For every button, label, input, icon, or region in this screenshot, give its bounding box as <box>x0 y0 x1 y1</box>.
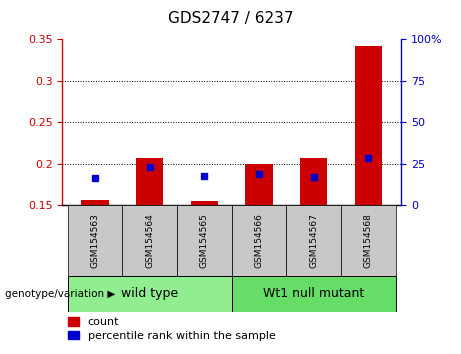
Bar <box>68 276 232 312</box>
Text: GDS2747 / 6237: GDS2747 / 6237 <box>168 11 293 25</box>
Text: GSM154568: GSM154568 <box>364 213 373 268</box>
Text: GSM154566: GSM154566 <box>254 213 264 268</box>
Bar <box>122 205 177 276</box>
Bar <box>300 158 327 205</box>
Bar <box>68 205 122 276</box>
Bar <box>191 201 218 205</box>
Bar <box>81 200 109 205</box>
Legend: count, percentile rank within the sample: count, percentile rank within the sample <box>68 317 276 341</box>
Text: GSM154567: GSM154567 <box>309 213 318 268</box>
Text: GSM154564: GSM154564 <box>145 213 154 268</box>
Bar <box>286 205 341 276</box>
Bar <box>231 276 396 312</box>
Bar <box>245 164 272 205</box>
Text: GSM154563: GSM154563 <box>90 213 100 268</box>
Bar <box>136 158 163 205</box>
Text: Wt1 null mutant: Wt1 null mutant <box>263 287 364 300</box>
Bar <box>355 46 382 205</box>
Text: genotype/variation ▶: genotype/variation ▶ <box>5 289 115 299</box>
Text: GSM154565: GSM154565 <box>200 213 209 268</box>
Text: wild type: wild type <box>121 287 178 300</box>
Bar <box>231 205 286 276</box>
Bar <box>177 205 232 276</box>
Bar <box>341 205 396 276</box>
